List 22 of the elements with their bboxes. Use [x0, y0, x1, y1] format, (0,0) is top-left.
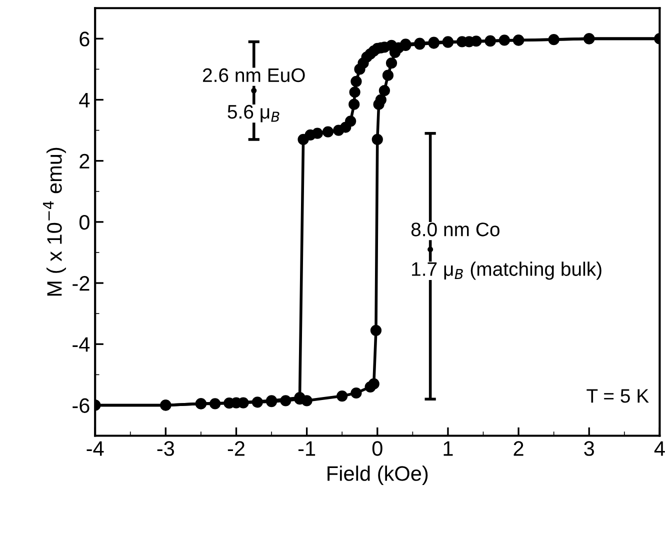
x-tick-label: 2 — [514, 441, 524, 456]
y-tick-label: -6 — [72, 398, 90, 413]
x-axis-title: Field (kOe) — [328, 466, 428, 486]
annotation: 8.0 nm Co — [411, 222, 500, 236]
x-tick-label: -1 — [298, 441, 316, 456]
y-tick-label: 6 — [80, 32, 90, 46]
y-tick-label: -4 — [72, 337, 90, 352]
x-tick-label: -3 — [157, 441, 174, 456]
y-axis-title: M ( x 10$^{−4}$ emu) — [43, 148, 66, 296]
annotation: 1.7 μ$_{B}$ (matching bulk) — [412, 262, 602, 280]
x-tick-label: 0 — [372, 441, 382, 456]
y-tick-label: -2 — [72, 276, 90, 291]
y-tick-label: 4 — [79, 92, 90, 108]
annotation: 5.6 μ$_{B}$ — [228, 104, 280, 122]
y-tick-label: 0 — [79, 214, 90, 230]
y-tick-label: 2 — [80, 154, 90, 168]
annotation: T = 5 K — [586, 389, 649, 403]
x-tick-label: 1 — [444, 441, 453, 456]
x-tick-label: 4 — [654, 441, 665, 456]
x-tick-label: -2 — [228, 441, 244, 456]
x-tick-label: 3 — [584, 441, 594, 456]
annotation: 2.6 nm EuO — [202, 68, 305, 82]
